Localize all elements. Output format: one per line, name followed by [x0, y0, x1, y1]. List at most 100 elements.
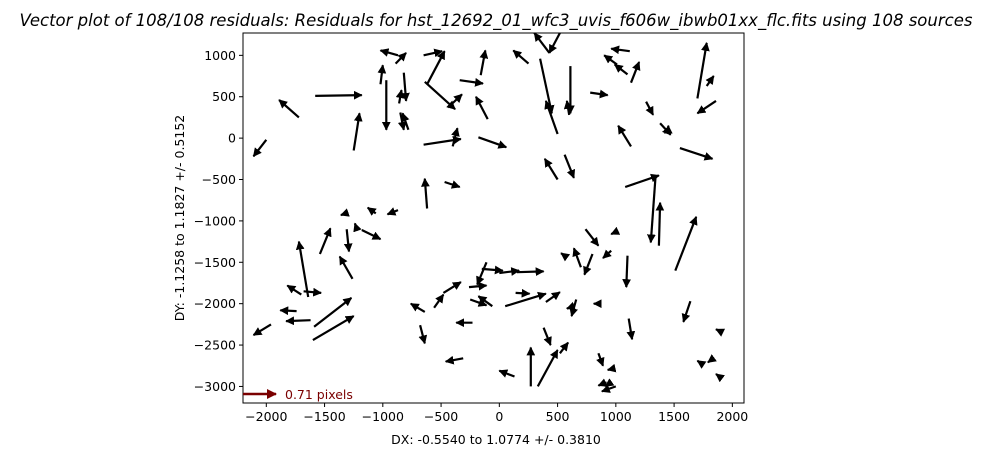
x-tick-label: −500 — [424, 409, 458, 424]
residual-vector — [544, 100, 559, 135]
y-tick-label: −2000 — [194, 296, 236, 311]
residual-vector — [572, 247, 582, 268]
residual-vector — [542, 327, 552, 346]
residual-vector — [603, 54, 618, 66]
residual-vector — [696, 359, 707, 369]
residual-vector — [278, 99, 300, 119]
residual-vector — [645, 101, 655, 116]
residual-vector — [343, 229, 353, 253]
vector-arrows — [252, 32, 726, 393]
y-tick-label: 1000 — [204, 48, 236, 63]
residual-vector — [395, 89, 405, 104]
residual-vector — [386, 207, 399, 216]
residual-vector — [533, 32, 551, 54]
quiver-key: 0.71 pixels — [243, 387, 353, 402]
residual-vector — [426, 50, 446, 85]
residual-vector — [401, 72, 410, 102]
x-axis-label: DX: -0.5540 to 1.0774 +/- 0.3810 — [391, 432, 601, 447]
residual-vector — [559, 341, 569, 354]
residual-vector — [610, 226, 621, 236]
residual-vector — [421, 177, 430, 209]
residual-vector — [590, 89, 609, 99]
residual-vector — [394, 52, 407, 65]
residual-vector — [646, 176, 657, 244]
y-axis-label: DY: -1.1258 to 1.1827 +/- 0.5152 — [172, 115, 187, 321]
residual-vector — [515, 288, 531, 298]
residual-vector — [543, 158, 559, 181]
residual-vector — [315, 90, 363, 100]
residual-vector — [418, 324, 428, 345]
residual-vector — [433, 293, 445, 309]
residual-vector — [655, 201, 665, 246]
residual-vector — [705, 75, 715, 87]
residual-vector — [401, 112, 410, 131]
residual-vector — [423, 48, 444, 58]
residual-vector — [624, 173, 660, 189]
residual-vector — [516, 267, 545, 277]
residual-vector — [377, 64, 387, 85]
y-axis-ticks: −3000 −2500 −2000 −1500 −1000 −500 0 500 1000 — [194, 48, 243, 394]
residual-vector — [499, 267, 520, 276]
residual-vector — [286, 284, 302, 296]
residual-vector — [679, 147, 714, 161]
residual-vector — [338, 255, 354, 280]
key-label: 0.71 pixels — [285, 387, 353, 402]
residual-vector — [468, 281, 488, 291]
residual-vector — [696, 42, 710, 99]
residual-vector — [560, 252, 571, 262]
residual-vector — [629, 61, 641, 84]
chart-title: Vector plot of 108/108 residuals: Residu… — [20, 11, 973, 31]
residual-vector — [696, 99, 717, 115]
residual-vector — [584, 228, 600, 247]
residual-vector — [252, 139, 268, 157]
residual-vector — [617, 124, 632, 147]
residual-vector — [451, 127, 460, 147]
y-tick-label: −500 — [202, 172, 236, 187]
residual-vector — [504, 291, 547, 308]
x-tick-label: 500 — [546, 409, 570, 424]
residual-vector — [498, 369, 515, 378]
residual-vector — [715, 373, 725, 383]
residual-vector — [295, 240, 310, 298]
residual-vector — [361, 229, 382, 241]
residual-vector — [563, 154, 576, 179]
y-tick-label: −1000 — [194, 213, 236, 228]
x-tick-label: 1500 — [658, 409, 690, 424]
y-tick-label: −2500 — [194, 338, 236, 353]
residual-vector — [476, 261, 488, 286]
residual-vector — [475, 95, 489, 120]
residual-vector — [444, 355, 464, 365]
x-tick-label: −1500 — [303, 409, 345, 424]
x-tick-label: 1000 — [600, 409, 632, 424]
x-tick-label: 2000 — [716, 409, 748, 424]
y-tick-label: −1500 — [194, 255, 236, 270]
residual-vector — [707, 354, 717, 364]
residual-vector — [442, 281, 462, 294]
residual-vector — [313, 297, 353, 328]
x-axis-ticks: −2000 −1500 −1000 −500 0 500 1000 1500 2000 — [245, 403, 748, 424]
residual-vector — [459, 78, 484, 87]
residual-vector — [610, 45, 630, 55]
x-tick-label: 0 — [495, 409, 503, 424]
x-tick-label: −1000 — [362, 409, 404, 424]
residual-vector — [285, 316, 311, 326]
residual-vector — [601, 384, 617, 393]
y-tick-label: 500 — [212, 89, 236, 104]
residual-vector — [566, 301, 576, 311]
residual-vector — [379, 48, 399, 57]
residual-vector — [597, 378, 608, 387]
residual-vector — [614, 63, 629, 76]
residual-vector — [602, 249, 612, 259]
residual-vector — [583, 253, 594, 276]
residual-vector — [444, 180, 461, 189]
residual-vector — [410, 302, 426, 313]
x-tick-label: −2000 — [245, 409, 287, 424]
residual-vector — [545, 291, 561, 303]
residual-vector — [469, 298, 488, 307]
residual-vector — [353, 222, 362, 233]
residual-vector — [366, 206, 377, 216]
residual-vector — [715, 328, 726, 337]
residual-vector — [481, 265, 504, 275]
residual-vector — [674, 215, 698, 271]
